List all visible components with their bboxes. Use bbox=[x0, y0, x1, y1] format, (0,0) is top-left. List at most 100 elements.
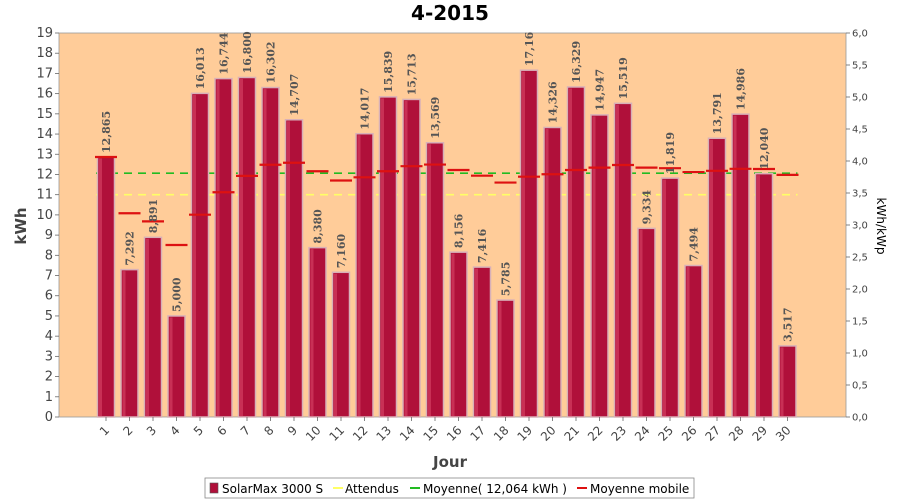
y-tick-label: 13 bbox=[36, 147, 53, 162]
y-tick-label: 18 bbox=[36, 46, 53, 61]
x-tick-label: 25 bbox=[655, 423, 676, 444]
legend: SolarMax 3000 S Attendus Moyenne( 12,064… bbox=[204, 477, 695, 499]
bar-highlight bbox=[592, 116, 596, 417]
bar-highlight bbox=[404, 100, 408, 417]
bar-highlight bbox=[310, 249, 314, 417]
legend-swatch-bars bbox=[209, 482, 219, 494]
y-axis-title: kWh bbox=[12, 207, 30, 244]
data-label: 16,302 bbox=[265, 41, 278, 83]
data-label: 15,519 bbox=[617, 57, 630, 99]
x-tick-label: 23 bbox=[608, 423, 629, 444]
plot-inner: 12,865 7,292 8,891 5,000 16,013 16,744 16,800 1… bbox=[95, 31, 799, 418]
bar-highlight bbox=[780, 347, 784, 417]
data-label: 8,380 bbox=[312, 209, 325, 244]
y2-tick-label: 2,5 bbox=[852, 253, 868, 264]
bar-highlight bbox=[240, 78, 243, 417]
bar-highlight bbox=[122, 271, 126, 417]
data-label: 14,017 bbox=[359, 88, 372, 130]
data-label: 13,569 bbox=[429, 97, 442, 139]
legend-label-attendus: Attendus bbox=[345, 482, 399, 496]
data-label: 15,839 bbox=[382, 51, 395, 93]
y-tick-label: 1 bbox=[45, 390, 53, 405]
x-tick-label: 7 bbox=[238, 423, 253, 438]
bar-highlight bbox=[498, 301, 502, 417]
x-tick-label: 16 bbox=[444, 423, 465, 444]
bar-highlight bbox=[381, 98, 384, 417]
x-tick-label: 2 bbox=[120, 423, 135, 438]
bar-highlight bbox=[522, 71, 525, 417]
data-label: 12,865 bbox=[100, 111, 113, 153]
chart-title: 4-2015 bbox=[411, 1, 489, 25]
x-tick-label: 12 bbox=[350, 423, 371, 444]
y-tick-label: 17 bbox=[36, 66, 53, 81]
data-label: 7,416 bbox=[476, 228, 489, 263]
x-tick-label: 18 bbox=[491, 423, 512, 444]
x-tick-label: 14 bbox=[397, 423, 418, 444]
x-tick-label: 15 bbox=[420, 423, 441, 444]
x-tick-label: 22 bbox=[585, 423, 606, 444]
y-tick-label: 9 bbox=[45, 228, 53, 243]
data-label: 12,040 bbox=[758, 127, 771, 169]
y2-tick-label: 6,0 bbox=[852, 29, 868, 40]
x-tick-label: 13 bbox=[373, 423, 394, 444]
bar-highlight bbox=[451, 253, 455, 417]
bar-highlight bbox=[686, 267, 690, 417]
bar-highlight bbox=[639, 229, 643, 417]
x-tick-label: 10 bbox=[303, 423, 324, 444]
y-tick-label: 19 bbox=[36, 26, 53, 41]
data-label: 13,791 bbox=[711, 92, 724, 134]
legend-label-bars: SolarMax 3000 S bbox=[222, 482, 323, 496]
data-label: 7,494 bbox=[688, 227, 701, 262]
x-tick-label: 20 bbox=[538, 423, 559, 444]
bar-highlight bbox=[263, 89, 267, 417]
data-label: 17,16 bbox=[523, 31, 536, 66]
bar-highlight bbox=[569, 88, 572, 417]
y-axis-right: 0,0 0,5 1,0 1,5 2,0 2,5 3,0 3,5 4,0 4,5 5,0 5,5 6,0 bbox=[846, 29, 868, 424]
x-tick-label: 21 bbox=[561, 423, 582, 444]
x-tick-label: 26 bbox=[679, 423, 700, 444]
bar-highlight bbox=[710, 139, 713, 417]
data-label: 7,160 bbox=[335, 234, 348, 269]
y-tick-label: 4 bbox=[45, 329, 53, 344]
bar-highlight bbox=[216, 80, 220, 417]
x-tick-label: 8 bbox=[261, 423, 276, 438]
x-tick-label: 27 bbox=[702, 423, 723, 444]
data-label: 3,517 bbox=[782, 307, 795, 341]
y2-tick-label: 3,0 bbox=[852, 221, 868, 232]
bar-highlight bbox=[545, 128, 549, 417]
data-label: 14,947 bbox=[594, 69, 607, 111]
bar-highlight bbox=[357, 135, 361, 417]
y-tick-label: 2 bbox=[45, 370, 53, 385]
bar-highlight bbox=[334, 273, 337, 417]
legend-label-moyenne-mobile: Moyenne mobile bbox=[590, 482, 689, 496]
data-label: 11,819 bbox=[664, 132, 677, 174]
data-label: 14,986 bbox=[735, 68, 748, 110]
y2-tick-label: 2,0 bbox=[852, 285, 868, 296]
bar-highlight bbox=[663, 179, 666, 417]
bar-highlight bbox=[287, 121, 290, 417]
y2-tick-label: 5,5 bbox=[852, 61, 868, 72]
x-tick-label: 9 bbox=[285, 423, 300, 438]
y-tick-label: 6 bbox=[45, 289, 53, 304]
data-label: 5,785 bbox=[500, 262, 513, 296]
bar-highlight bbox=[757, 175, 760, 417]
x-tick-label: 3 bbox=[144, 423, 159, 438]
y2-tick-label: 0,5 bbox=[852, 381, 868, 392]
x-tick-label: 30 bbox=[773, 423, 794, 444]
legend-box bbox=[204, 477, 695, 499]
data-label: 5,000 bbox=[171, 277, 184, 312]
y2-tick-label: 3,5 bbox=[852, 189, 868, 200]
bar-highlight bbox=[146, 238, 149, 417]
x-tick-label: 5 bbox=[191, 423, 206, 438]
y-tick-label: 3 bbox=[45, 349, 53, 364]
data-label: 14,326 bbox=[547, 81, 560, 123]
bar-highlight bbox=[428, 144, 431, 417]
x-tick-label: 17 bbox=[467, 423, 488, 444]
x-axis-title: Jour bbox=[432, 453, 468, 471]
x-tick-label: 4 bbox=[167, 423, 182, 438]
y-tick-label: 12 bbox=[36, 167, 53, 182]
bar-highlight bbox=[616, 104, 619, 417]
y2-tick-label: 1,0 bbox=[852, 349, 868, 360]
x-tick-label: 28 bbox=[726, 423, 747, 444]
